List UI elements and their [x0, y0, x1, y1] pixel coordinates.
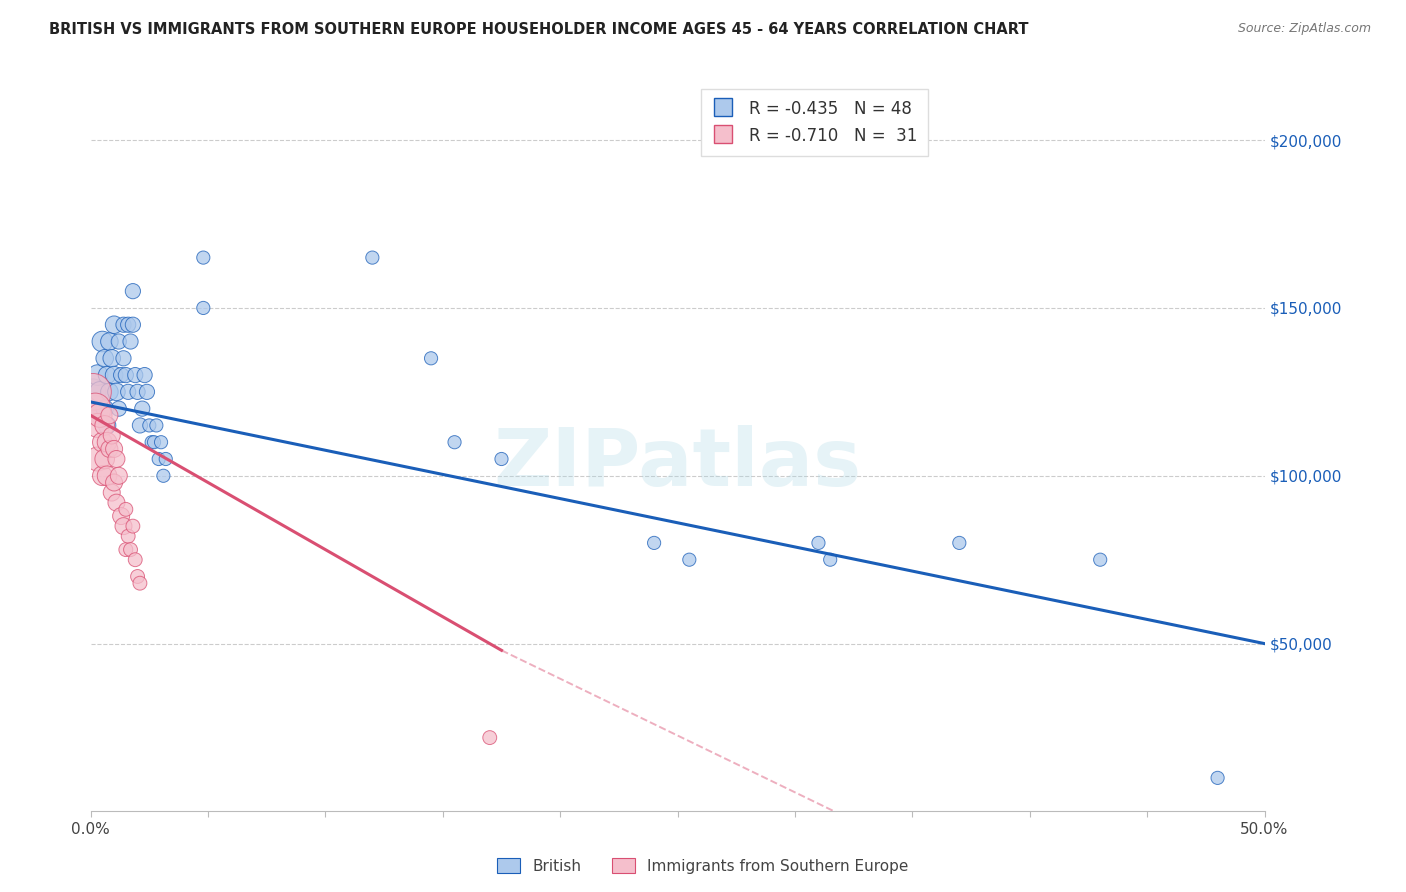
Point	[127, 569, 149, 583]
Point	[807, 536, 830, 550]
Point	[150, 435, 173, 450]
Point	[103, 368, 125, 382]
Legend: R = -0.435   N = 48, R = -0.710   N =  31: R = -0.435 N = 48, R = -0.710 N = 31	[700, 88, 928, 156]
Point	[143, 435, 166, 450]
Point	[129, 576, 152, 591]
Point	[136, 384, 159, 399]
Point	[98, 384, 121, 399]
Point	[148, 452, 170, 467]
Point	[114, 368, 136, 382]
Point	[478, 731, 501, 745]
Point	[117, 529, 139, 543]
Point	[96, 418, 118, 433]
Point	[120, 542, 142, 557]
Point	[110, 509, 132, 524]
Point	[138, 418, 160, 433]
Point	[1206, 771, 1229, 785]
Point	[122, 519, 145, 533]
Point	[114, 542, 136, 557]
Point	[93, 418, 115, 433]
Point	[420, 351, 443, 366]
Point	[96, 435, 118, 450]
Point	[96, 368, 118, 382]
Legend: British, Immigrants from Southern Europe: British, Immigrants from Southern Europe	[491, 852, 915, 880]
Point	[122, 318, 145, 332]
Point	[114, 502, 136, 516]
Point	[124, 368, 146, 382]
Point	[93, 452, 115, 467]
Point	[134, 368, 156, 382]
Point	[100, 351, 122, 366]
Point	[91, 468, 114, 483]
Point	[98, 442, 121, 456]
Point	[103, 442, 125, 456]
Point	[1090, 552, 1112, 566]
Point	[193, 251, 215, 265]
Point	[117, 318, 139, 332]
Point	[155, 452, 177, 467]
Point	[124, 552, 146, 566]
Point	[96, 468, 118, 483]
Point	[152, 468, 174, 483]
Point	[103, 318, 125, 332]
Point	[107, 468, 129, 483]
Point	[120, 334, 142, 349]
Point	[93, 351, 115, 366]
Point	[105, 495, 128, 509]
Point	[107, 334, 129, 349]
Point	[122, 284, 145, 298]
Point	[105, 452, 128, 467]
Point	[107, 401, 129, 416]
Point	[643, 536, 665, 550]
Point	[84, 401, 107, 416]
Text: ZIPatlas: ZIPatlas	[494, 425, 862, 503]
Point	[141, 435, 163, 450]
Text: BRITISH VS IMMIGRANTS FROM SOUTHERN EUROPE HOUSEHOLDER INCOME AGES 45 - 64 YEARS: BRITISH VS IMMIGRANTS FROM SOUTHERN EURO…	[49, 22, 1029, 37]
Point	[105, 384, 128, 399]
Point	[100, 428, 122, 442]
Point	[86, 368, 108, 382]
Point	[103, 475, 125, 490]
Point	[678, 552, 700, 566]
Point	[82, 384, 104, 399]
Point	[91, 334, 114, 349]
Point	[112, 351, 135, 366]
Point	[193, 301, 215, 315]
Point	[98, 334, 121, 349]
Point	[100, 485, 122, 500]
Point	[361, 251, 384, 265]
Point	[89, 384, 111, 399]
Point	[98, 409, 121, 423]
Point	[89, 409, 111, 423]
Point	[86, 452, 108, 467]
Point	[491, 452, 513, 467]
Point	[112, 519, 135, 533]
Point	[84, 401, 107, 416]
Point	[110, 368, 132, 382]
Point	[82, 384, 104, 399]
Point	[129, 418, 152, 433]
Point	[127, 384, 149, 399]
Point	[443, 435, 465, 450]
Point	[131, 401, 153, 416]
Point	[948, 536, 970, 550]
Point	[117, 384, 139, 399]
Point	[145, 418, 167, 433]
Point	[91, 435, 114, 450]
Point	[93, 401, 115, 416]
Text: Source: ZipAtlas.com: Source: ZipAtlas.com	[1237, 22, 1371, 36]
Point	[86, 418, 108, 433]
Point	[818, 552, 841, 566]
Point	[112, 318, 135, 332]
